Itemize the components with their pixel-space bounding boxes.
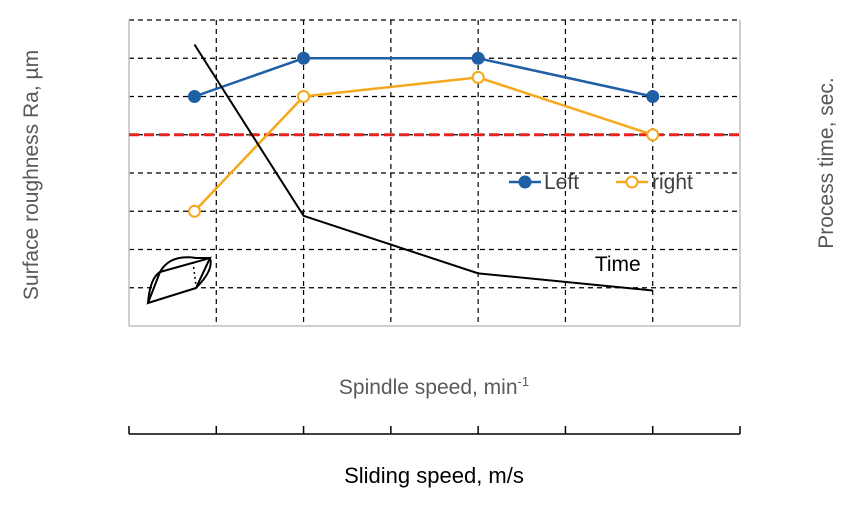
data-point-right [471,70,485,84]
series-line-right [193,76,654,213]
legend-right-marker [625,175,639,189]
legend-left-marker [518,175,532,189]
axes [128,20,741,435]
series-line-left [194,57,653,98]
grid [129,19,740,326]
series-line-time [193,43,653,292]
data-point-left [297,51,311,65]
data-point-right [646,128,660,142]
data-point-left [646,90,660,103]
y-axis-title: Surface roughness Ra, µm [20,50,43,300]
data-point-right [187,204,201,218]
workpiece-icon [146,256,212,305]
data-point-right [297,90,311,103]
x-axis-title: Spindle speed, min-1 [339,374,529,399]
x2-axis-title: Sliding speed, m/s [344,463,524,488]
data-point-left [187,90,201,103]
time-annotation: Time [595,253,641,276]
series-layer [129,43,740,292]
data-point-left [471,51,485,65]
y2-axis-title: Process time, sec. [815,77,838,249]
legend-right-label: right [652,171,693,194]
legend: Left right [509,171,693,194]
legend-left-label: Left [544,171,579,194]
